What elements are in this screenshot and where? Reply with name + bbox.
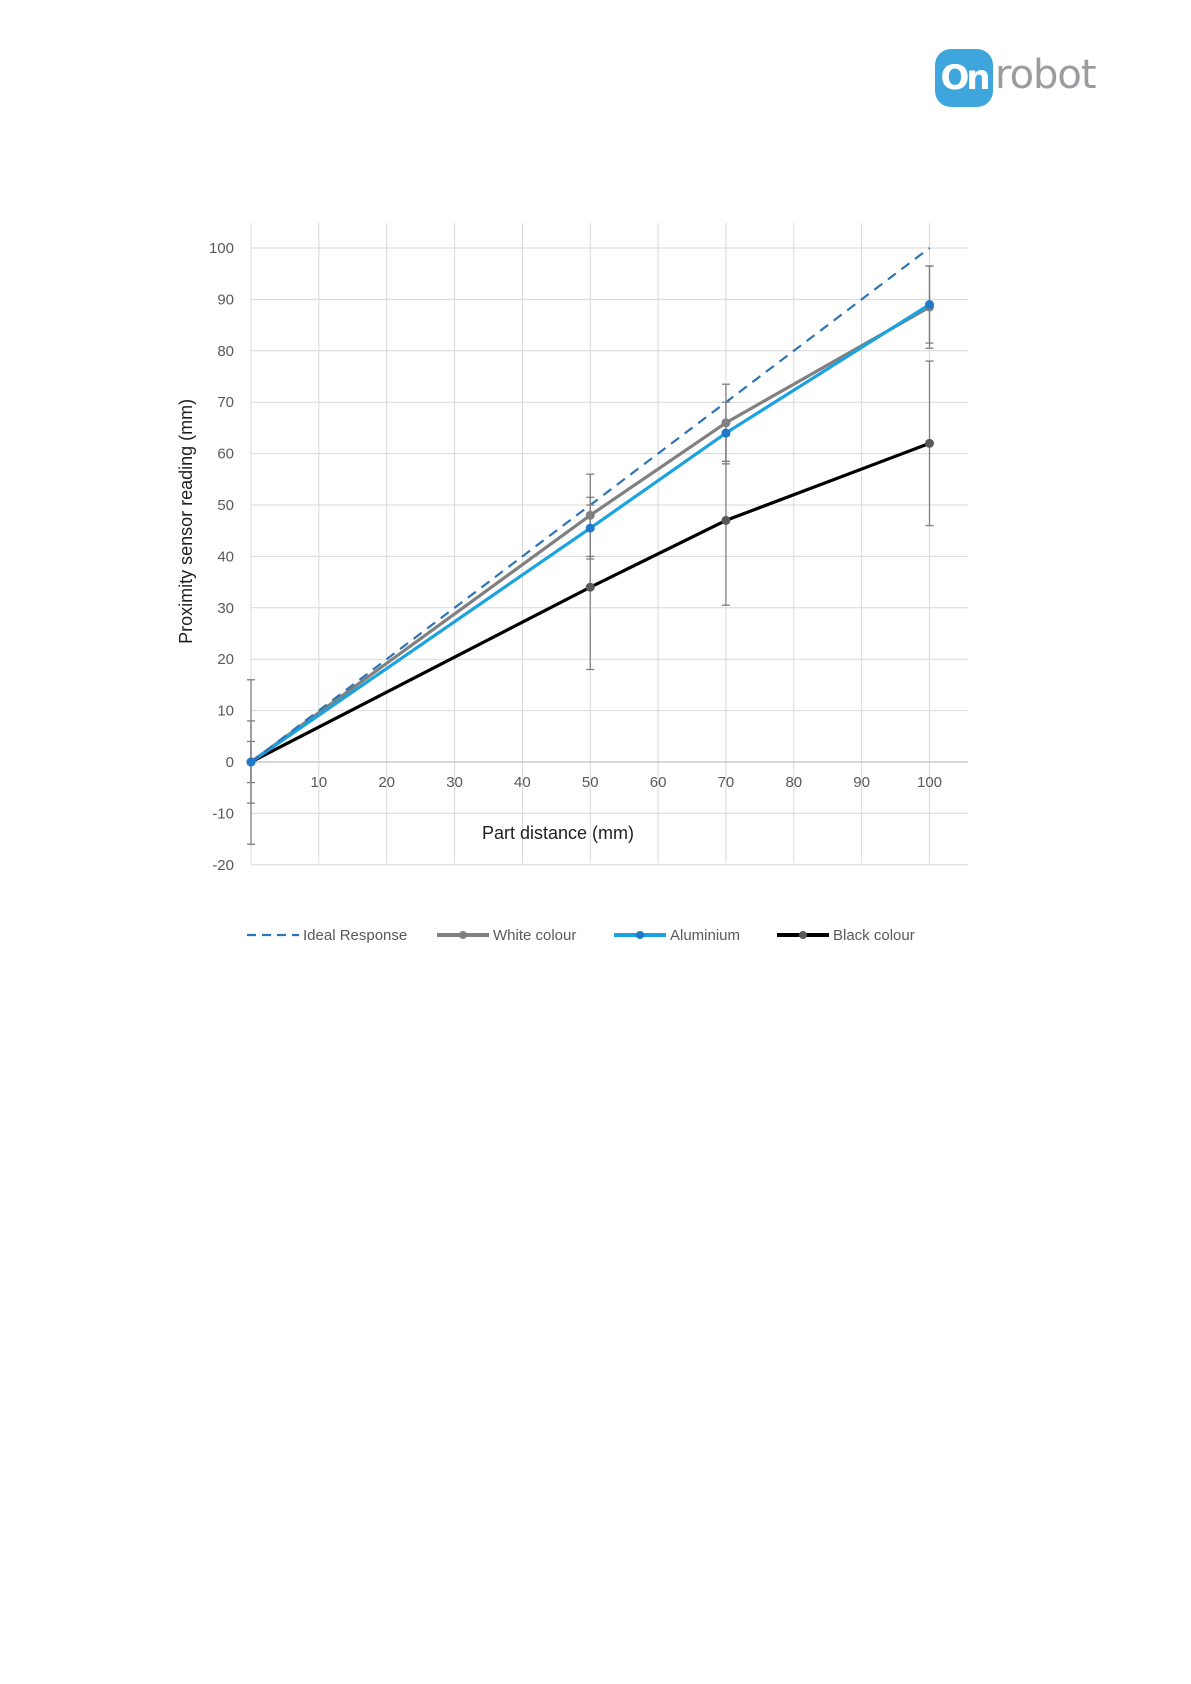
y-tick-label: 70: [217, 394, 234, 411]
x-tick-label: 40: [514, 774, 531, 791]
x-tick-label: 70: [718, 774, 735, 791]
x-tick-label: 90: [853, 774, 870, 791]
legend-marker: [636, 931, 644, 939]
legend-marker: [799, 931, 807, 939]
grid: [250, 223, 968, 866]
logo-badge: On: [935, 49, 993, 107]
x-tick-label: 30: [446, 774, 463, 791]
x-tick-label: 10: [311, 774, 328, 791]
data-point: [585, 582, 595, 592]
logo-wordmark: robot: [995, 52, 1097, 98]
data-point: [246, 757, 256, 767]
series-line-white-colour: [250, 305, 931, 764]
y-axis-title: Proximity sensor reading (mm): [176, 399, 196, 644]
legend: Ideal Response White colour Aluminium Black…: [247, 927, 915, 944]
legend-label: Aluminium: [670, 927, 740, 944]
y-tick-label: 60: [217, 446, 234, 463]
x-tick-label: 100: [917, 774, 942, 791]
y-tick-label: 0: [226, 754, 234, 771]
series-line-aluminium: [250, 303, 931, 764]
y-tick-label: 10: [217, 703, 234, 720]
data-point: [721, 515, 731, 525]
data-point: [721, 418, 731, 428]
y-tick-label: -10: [212, 805, 234, 822]
data-point: [585, 510, 595, 520]
legend-label: White colour: [493, 927, 576, 944]
data-point: [925, 300, 934, 310]
y-tick-label: 80: [217, 343, 234, 360]
y-tick-label: 50: [217, 497, 234, 514]
y-tick-label: 100: [209, 240, 234, 257]
y-tick-label: 20: [217, 651, 234, 668]
onrobot-logo: On robot: [935, 49, 1097, 111]
y-tick-label: 90: [217, 291, 234, 308]
y-tick-label: 30: [217, 600, 234, 617]
series-line-black-colour: [250, 441, 931, 764]
data-point: [585, 523, 595, 533]
x-axis-title: Part distance (mm): [482, 823, 634, 843]
y-tick-label: 40: [217, 548, 234, 565]
data-point: [925, 438, 934, 448]
y-tick-label: -20: [212, 857, 234, 874]
markers: [246, 300, 934, 767]
legend-marker: [459, 931, 467, 939]
legend-label: Black colour: [833, 927, 915, 944]
x-tick-label: 60: [650, 774, 667, 791]
x-tick-label: 80: [785, 774, 802, 791]
data-point: [721, 428, 731, 438]
x-tick-label: 50: [582, 774, 599, 791]
legend-label: Ideal Response: [303, 927, 407, 944]
x-tick-label: 20: [378, 774, 395, 791]
